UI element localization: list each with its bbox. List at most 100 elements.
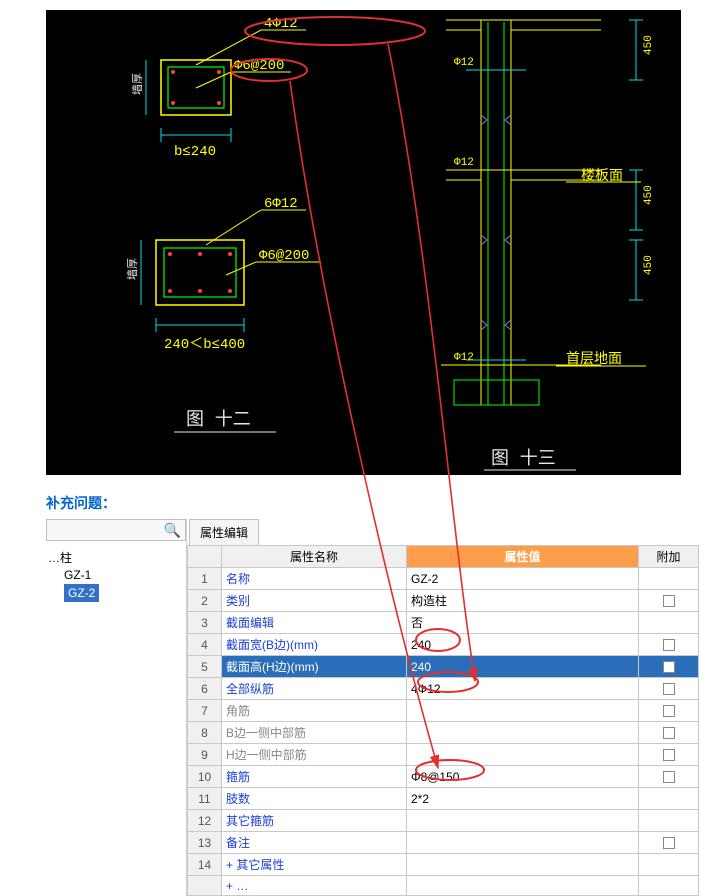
component-tree-panel: 🔍 …柱 GZ-1 GZ-2 xyxy=(46,519,186,896)
row-number: 12 xyxy=(188,810,222,832)
table-row[interactable]: 10箍筋Φ8@150 xyxy=(188,766,699,788)
prop-name-cell: H边一侧中部筋 xyxy=(222,744,407,766)
table-row[interactable]: 4截面宽(B边)(mm)240 xyxy=(188,634,699,656)
prop-extra-cell[interactable] xyxy=(639,854,699,876)
prop-value-cell[interactable]: GZ-2 xyxy=(407,568,639,590)
prop-value-cell[interactable]: 4Φ12 xyxy=(407,678,639,700)
supp-question-title: 补充问题： xyxy=(46,493,699,513)
row-number: 2 xyxy=(188,590,222,612)
property-table: 属性名称 属性值 附加 1名称GZ-22类别构造柱3截面编辑否4截面宽(B边)(… xyxy=(187,545,699,896)
svg-text:Φ12: Φ12 xyxy=(454,157,474,169)
table-row[interactable]: 13备注 xyxy=(188,832,699,854)
prop-name-cell: 其它箍筋 xyxy=(222,810,407,832)
prop-name-cell: + … xyxy=(222,876,407,896)
prop-extra-cell[interactable] xyxy=(639,788,699,810)
tree-root[interactable]: …柱 xyxy=(46,549,186,566)
checkbox-icon[interactable] xyxy=(663,639,675,651)
prop-value-cell[interactable]: 240 xyxy=(407,656,639,678)
table-row[interactable]: 11肢数2*2 xyxy=(188,788,699,810)
row-number: 13 xyxy=(188,832,222,854)
search-icon[interactable]: 🔍 xyxy=(164,522,181,539)
prop-extra-cell[interactable] xyxy=(639,568,699,590)
prop-extra-cell[interactable] xyxy=(639,832,699,854)
col-value: 属性值 xyxy=(407,546,639,568)
prop-name-cell: 名称 xyxy=(222,568,407,590)
row-number: 4 xyxy=(188,634,222,656)
prop-value-cell[interactable]: 构造柱 xyxy=(407,590,639,612)
prop-extra-cell[interactable] xyxy=(639,700,699,722)
prop-extra-cell[interactable] xyxy=(639,744,699,766)
prop-name-cell: 截面宽(B边)(mm) xyxy=(222,634,407,656)
prop-name-cell: 备注 xyxy=(222,832,407,854)
checkbox-icon[interactable] xyxy=(663,771,675,783)
prop-extra-cell[interactable] xyxy=(639,590,699,612)
prop-name-cell: 肢数 xyxy=(222,788,407,810)
prop-name-cell: B边一侧中部筋 xyxy=(222,722,407,744)
prop-value-cell[interactable]: 240 xyxy=(407,634,639,656)
prop-name-cell: 截面高(H边)(mm) xyxy=(222,656,407,678)
col-blank xyxy=(188,546,222,568)
prop-value-cell[interactable]: Φ8@150 xyxy=(407,766,639,788)
table-row[interactable]: 6全部纵筋4Φ12 xyxy=(188,678,699,700)
checkbox-icon[interactable] xyxy=(663,727,675,739)
prop-value-cell[interactable] xyxy=(407,744,639,766)
prop-value-cell[interactable] xyxy=(407,722,639,744)
table-row[interactable]: 14+ 其它属性 xyxy=(188,854,699,876)
checkbox-icon[interactable] xyxy=(663,749,675,761)
table-row[interactable]: 9H边一侧中部筋 xyxy=(188,744,699,766)
ground-floor-label: 首层地面 xyxy=(566,351,622,368)
prop-extra-cell[interactable] xyxy=(639,634,699,656)
prop-extra-cell[interactable] xyxy=(639,876,699,896)
table-row[interactable]: 8B边一侧中部筋 xyxy=(188,722,699,744)
svg-text:450: 450 xyxy=(643,185,655,205)
prop-extra-cell[interactable] xyxy=(639,612,699,634)
prop-extra-cell[interactable] xyxy=(639,810,699,832)
table-row[interactable]: + … xyxy=(188,876,699,896)
prop-extra-cell[interactable] xyxy=(639,678,699,700)
table-row[interactable]: 12其它箍筋 xyxy=(188,810,699,832)
prop-extra-cell[interactable] xyxy=(639,656,699,678)
prop-name-cell: 截面编辑 xyxy=(222,612,407,634)
search-input[interactable] xyxy=(51,521,164,539)
row-number: 10 xyxy=(188,766,222,788)
svg-text:450: 450 xyxy=(643,255,655,275)
row-number: 9 xyxy=(188,744,222,766)
prop-extra-cell[interactable] xyxy=(639,766,699,788)
prop-value-cell[interactable] xyxy=(407,876,639,896)
table-row[interactable]: 3截面编辑否 xyxy=(188,612,699,634)
table-row[interactable]: 7角筋 xyxy=(188,700,699,722)
row-number: 1 xyxy=(188,568,222,590)
search-bar[interactable]: 🔍 xyxy=(46,519,186,541)
section1-width-cond: b≤240 xyxy=(174,144,216,160)
checkbox-icon[interactable] xyxy=(663,705,675,717)
prop-name-cell: 类别 xyxy=(222,590,407,612)
property-tab[interactable]: 属性编辑 xyxy=(189,519,259,545)
checkbox-icon[interactable] xyxy=(663,661,675,673)
table-row[interactable]: 5截面高(H边)(mm)240 xyxy=(188,656,699,678)
prop-value-cell[interactable] xyxy=(407,700,639,722)
checkbox-icon[interactable] xyxy=(663,595,675,607)
prop-value-cell[interactable] xyxy=(407,810,639,832)
prop-extra-cell[interactable] xyxy=(639,722,699,744)
row-number: 11 xyxy=(188,788,222,810)
checkbox-icon[interactable] xyxy=(663,837,675,849)
prop-value-cell[interactable] xyxy=(407,854,639,876)
elevation-column: Φ12 Φ12 Φ12 450 450 450 楼板面 首层地面 xyxy=(441,20,655,405)
prop-value-cell[interactable]: 否 xyxy=(407,612,639,634)
row-number: 7 xyxy=(188,700,222,722)
tree-item-gz2[interactable]: GZ-2 xyxy=(46,584,186,602)
fig-left-label: 图 十二 xyxy=(186,409,251,431)
svg-text:450: 450 xyxy=(643,35,655,55)
row-number: 5 xyxy=(188,656,222,678)
prop-value-cell[interactable] xyxy=(407,832,639,854)
svg-text:Φ12: Φ12 xyxy=(454,57,474,69)
prop-value-cell[interactable]: 2*2 xyxy=(407,788,639,810)
tree-item-gz1[interactable]: GZ-1 xyxy=(46,566,186,584)
table-row[interactable]: 2类别构造柱 xyxy=(188,590,699,612)
section2-rebar-spec: 6Φ12 xyxy=(264,196,298,212)
col-name: 属性名称 xyxy=(222,546,407,568)
section2-width-cond: 240＜b≤400 xyxy=(164,337,245,353)
prop-name-cell: + 其它属性 xyxy=(222,854,407,876)
checkbox-icon[interactable] xyxy=(663,683,675,695)
table-row[interactable]: 1名称GZ-2 xyxy=(188,568,699,590)
